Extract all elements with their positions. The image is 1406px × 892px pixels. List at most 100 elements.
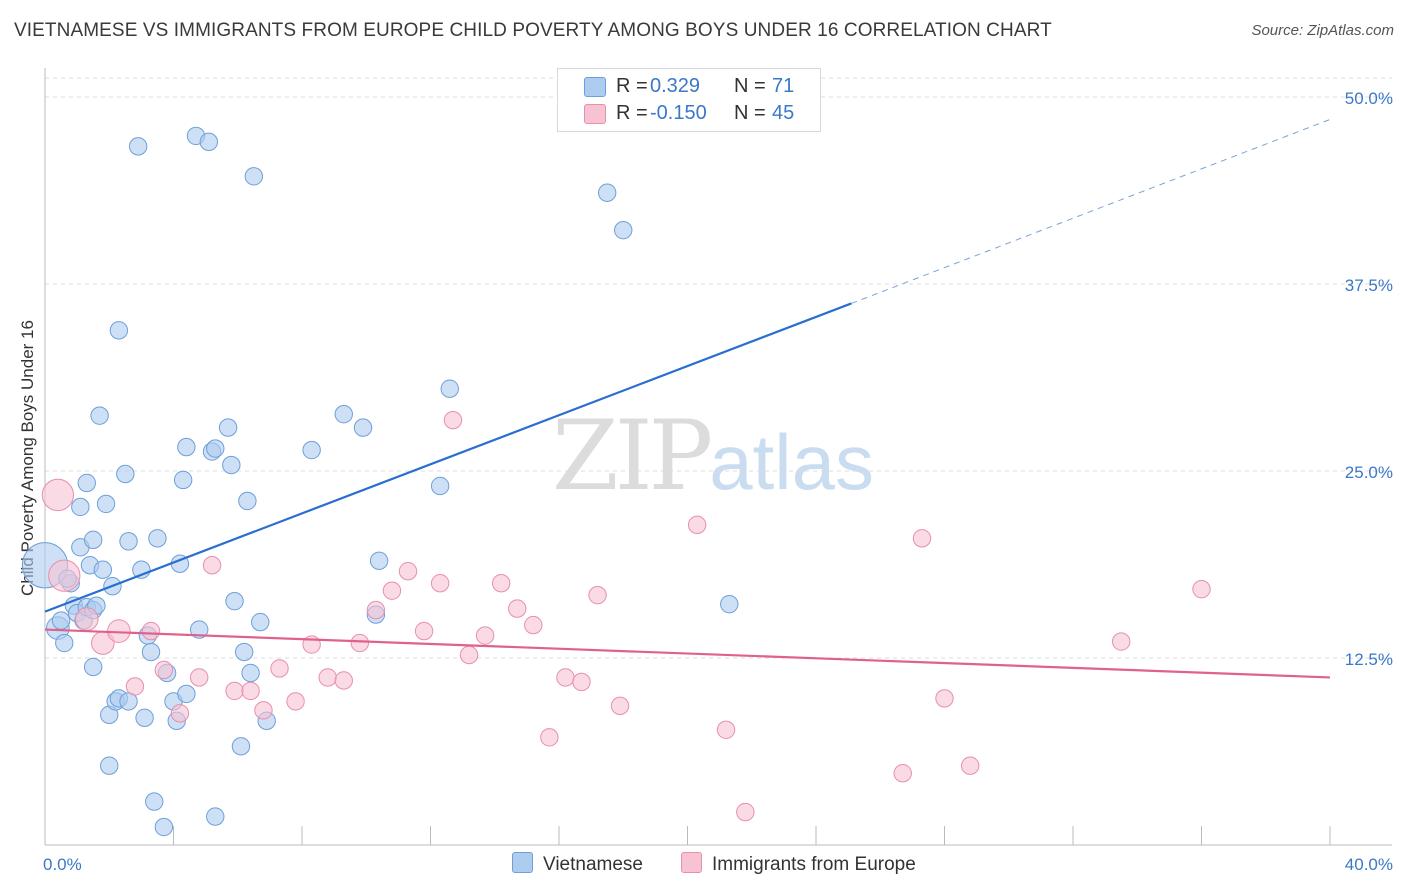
vietnamese-point <box>109 321 129 340</box>
vietnamese-point <box>302 440 321 460</box>
vietnamese-point <box>353 418 373 437</box>
europe-point <box>588 585 607 605</box>
x-tick-label: 40.0% <box>1345 855 1393 874</box>
vietnamese-point <box>173 470 193 490</box>
vietnamese-point <box>90 406 109 425</box>
vietnamese-point <box>225 591 244 611</box>
y-tick-label: 25.0% <box>1345 463 1393 482</box>
vietnamese-point <box>177 437 196 457</box>
vietnamese-point <box>222 455 241 475</box>
vietnamese-point <box>244 167 264 186</box>
europe-point <box>893 763 912 783</box>
vietnamese-point <box>55 633 74 653</box>
vietnamese-point <box>119 532 138 551</box>
vietnamese-point <box>597 183 617 202</box>
legend-swatch-vietnamese <box>584 77 606 97</box>
europe-point <box>716 720 736 740</box>
europe-trend-line <box>44 628 1331 679</box>
europe-point <box>125 677 145 696</box>
legend-row-europe: R = -0.150 N = 45 <box>558 101 820 127</box>
vietnamese-point <box>83 530 103 550</box>
x-tick-label: 0.0% <box>43 855 82 874</box>
vietnamese-point <box>77 473 96 493</box>
bottom-legend-vietnamese: Vietnamese <box>512 852 643 876</box>
europe-point <box>286 692 305 711</box>
vietnamese-point <box>199 132 219 152</box>
y-tick-label: 50.0% <box>1345 89 1393 108</box>
europe-point <box>350 633 370 653</box>
watermark-atlas: atlas <box>709 418 874 506</box>
legend-r-value: 0.329 <box>650 75 701 97</box>
europe-point <box>610 696 630 716</box>
vietnamese-point <box>128 137 148 156</box>
vietnamese-point <box>135 708 154 728</box>
europe-point <box>508 599 527 618</box>
chart-title: VIETNAMESE VS IMMIGRANTS FROM EUROPE CHI… <box>14 20 1052 41</box>
europe-point <box>524 615 543 635</box>
europe-point <box>41 478 75 512</box>
vietnamese-trend-line <box>44 302 852 613</box>
watermark-zip: ZIP <box>552 400 713 512</box>
vietnamese-point <box>334 404 353 424</box>
europe-point <box>74 607 99 631</box>
vietnamese-point <box>96 494 116 514</box>
bottom-legend-europe: Immigrants from Europe <box>681 852 916 876</box>
vietnamese-point <box>241 663 260 683</box>
europe-point <box>154 660 174 680</box>
vietnamese-point <box>51 611 71 630</box>
europe-point <box>202 556 222 575</box>
europe-point <box>1192 579 1211 599</box>
legend-row-vietnamese: R = 0.329 N = 71 <box>558 74 820 100</box>
watermark: ZIPatlas <box>552 400 874 512</box>
europe-point <box>961 756 980 775</box>
vietnamese-point <box>71 497 90 517</box>
vietnamese-point <box>720 594 739 614</box>
vietnamese-point <box>614 220 633 240</box>
europe-point <box>366 600 386 620</box>
vietnamese-point <box>251 612 270 632</box>
europe-point <box>935 689 954 708</box>
europe-point <box>1111 632 1131 651</box>
bottom-legend-swatch-europe <box>681 852 702 873</box>
legend-n-value: 45 <box>772 102 795 124</box>
vietnamese-point <box>430 476 450 496</box>
europe-point <box>48 559 81 592</box>
bottom-legend-label-vietnamese: Vietnamese <box>543 854 643 875</box>
legend-r-label: R = <box>616 75 648 97</box>
legend-swatch-europe <box>584 104 606 124</box>
europe-point <box>687 515 707 535</box>
correlation-legend: R = 0.329 N = 71 R = -0.150 N = 45 <box>557 68 821 132</box>
vietnamese-point <box>83 657 103 677</box>
vietnamese-point <box>440 379 459 398</box>
europe-point <box>912 529 932 548</box>
europe-point <box>414 621 434 641</box>
europe-point <box>443 410 463 430</box>
europe-point <box>254 701 273 720</box>
europe-point <box>491 574 511 593</box>
europe-point <box>398 562 418 581</box>
vietnamese-point <box>190 620 209 639</box>
vietnamese-point <box>116 464 135 484</box>
europe-point <box>382 581 402 600</box>
europe-point <box>459 645 479 665</box>
europe-point <box>225 681 244 701</box>
vietnamese-point <box>369 551 389 570</box>
vietnamese-point <box>145 792 164 811</box>
europe-point <box>241 681 260 701</box>
vietnamese-trend-extension <box>851 118 1331 304</box>
vietnamese-point <box>218 418 238 437</box>
europe-point <box>270 659 289 678</box>
europe-point <box>141 621 161 641</box>
source-label: Source: ZipAtlas.com <box>1251 22 1394 39</box>
legend-n-label: N = <box>734 75 766 97</box>
vietnamese-point <box>177 684 196 704</box>
legend-n-label: N = <box>734 102 766 124</box>
europe-point <box>540 728 559 747</box>
europe-point <box>318 668 337 687</box>
vietnamese-point <box>231 737 251 756</box>
legend-n-value: 71 <box>772 75 795 97</box>
europe-point <box>170 704 190 723</box>
vietnamese-point <box>206 807 225 826</box>
europe-point <box>334 671 353 690</box>
europe-point <box>572 672 591 692</box>
